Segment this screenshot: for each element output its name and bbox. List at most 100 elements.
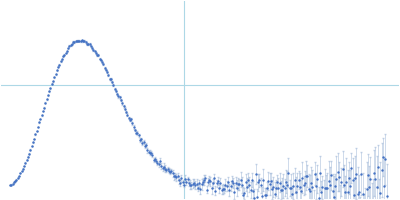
Point [204,188,210,191]
Point [375,165,381,168]
Point [176,178,182,182]
Point [37,117,44,121]
Point [89,47,95,50]
Point [334,170,341,173]
Point [235,182,241,186]
Point [239,184,245,187]
Point [72,40,79,43]
Point [56,63,62,66]
Point [201,179,207,182]
Point [71,40,78,44]
Point [93,51,99,54]
Point [180,181,186,184]
Point [91,50,98,53]
Point [80,39,86,43]
Point [45,94,51,97]
Point [118,98,124,102]
Point [75,39,81,42]
Point [221,187,228,191]
Point [232,181,239,184]
Point [136,134,142,137]
Point [95,54,102,57]
Point [40,109,46,113]
Point [240,194,246,197]
Point [50,80,56,83]
Point [54,68,60,72]
Point [34,129,40,132]
Point [329,190,336,193]
Point [347,185,353,188]
Point [23,158,30,161]
Point [304,174,310,177]
Point [129,122,136,125]
Point [94,54,100,57]
Point [226,188,232,191]
Point [47,87,54,90]
Point [31,137,37,141]
Point [258,184,264,187]
Point [244,186,250,189]
Point [317,171,323,175]
Point [282,186,288,189]
Point [153,159,160,162]
Point [327,184,333,187]
Point [339,167,346,170]
Point [159,167,166,170]
Point [137,139,143,142]
Point [318,190,324,194]
Point [278,189,284,192]
Point [178,177,185,180]
Point [110,83,117,87]
Point [177,181,183,184]
Point [150,158,157,161]
Point [16,175,22,178]
Point [144,149,151,152]
Point [26,152,32,155]
Point [132,128,138,131]
Point [269,187,275,191]
Point [286,186,293,189]
Point [343,181,350,184]
Point [57,60,64,63]
Point [283,180,289,183]
Point [358,172,365,175]
Point [190,182,196,185]
Point [356,190,362,193]
Point [245,178,251,181]
Point [322,186,328,189]
Point [90,48,96,52]
Point [376,199,382,200]
Point [299,176,306,179]
Point [249,178,255,182]
Point [344,191,351,194]
Point [366,186,372,189]
Point [140,140,147,144]
Point [279,189,285,192]
Point [186,181,192,184]
Point [330,196,337,199]
Point [88,45,94,48]
Point [348,167,354,170]
Point [353,172,360,175]
Point [134,132,140,135]
Point [251,196,258,199]
Point [284,183,290,186]
Point [116,96,123,99]
Point [62,51,69,55]
Point [193,182,200,185]
Point [208,187,215,190]
Point [360,193,366,196]
Point [44,98,50,101]
Point [86,42,93,46]
Point [262,193,269,196]
Point [122,107,128,110]
Point [11,181,17,184]
Point [79,39,85,42]
Point [81,39,88,42]
Point [13,178,20,181]
Point [99,60,105,63]
Point [312,172,318,175]
Point [69,43,75,46]
Point [123,110,129,114]
Point [167,170,173,173]
